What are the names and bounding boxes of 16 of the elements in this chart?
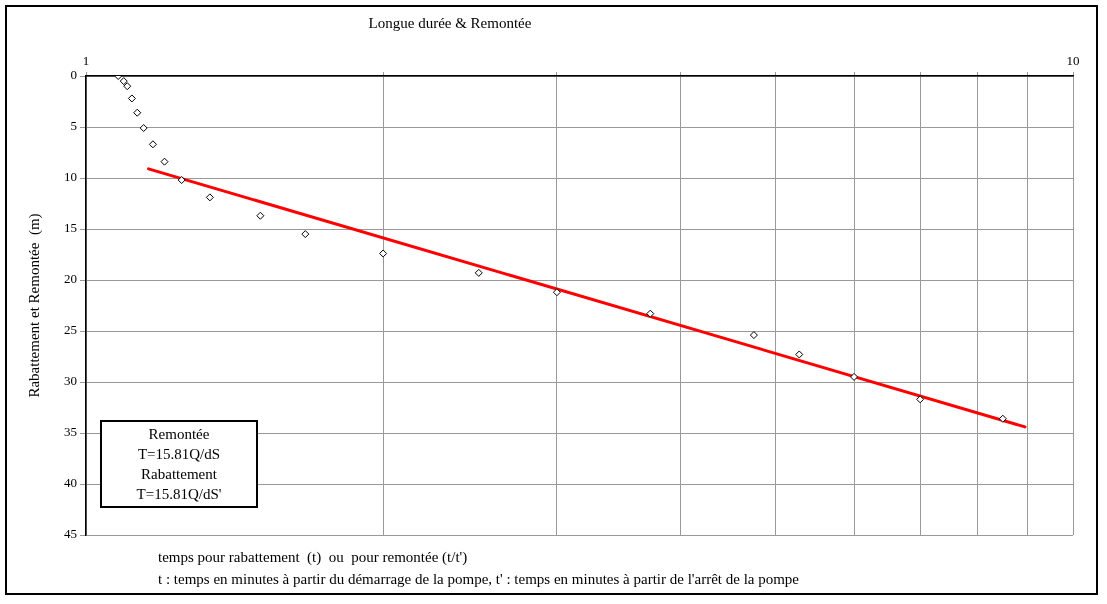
y-tick-label: 30 xyxy=(64,373,77,389)
x-tick-label: 1 xyxy=(82,52,90,68)
y-axis-title: Rabattement et Remontée (m) xyxy=(25,213,43,398)
y-tick-label: 10 xyxy=(64,169,77,185)
y-tick-label: 20 xyxy=(64,271,77,287)
y-tick-label: 45 xyxy=(64,526,77,542)
y-tick-label: 0 xyxy=(70,67,77,83)
y-tick-label: 15 xyxy=(64,220,77,236)
text: t : temps en minutes à partir du démarrage de la pompe, t' : temps en minutes à partir de l'arrêt de la pompe xyxy=(158,570,800,587)
x-axis-title: temps pour rabattement (t) ou pour remontée (t/t') xyxy=(158,548,468,566)
y-tick-label: 25 xyxy=(64,322,77,338)
chart-title: Longue durée & Remontée xyxy=(368,14,532,31)
note-box: Remontée T=15.81Q/dS Rabattement T=15.81Q/dS' xyxy=(100,420,258,508)
y-tick-label: 35 xyxy=(64,424,77,440)
y-tick-label: 5 xyxy=(70,118,77,134)
y-tick-label: 40 xyxy=(64,475,77,491)
